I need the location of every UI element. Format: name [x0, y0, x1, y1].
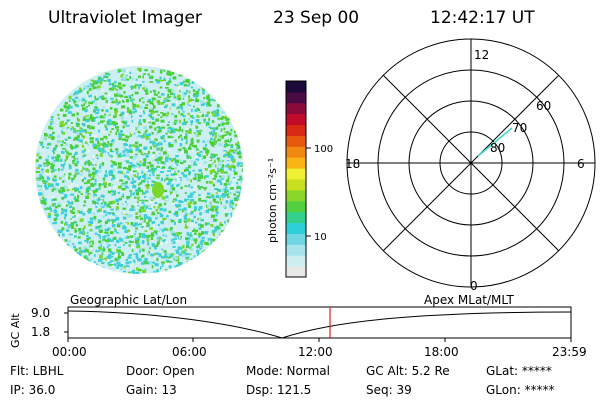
colorbar-segment	[286, 124, 306, 136]
lat-label-60: 60	[536, 99, 551, 113]
colorbar-segment	[286, 266, 306, 278]
colorbar-label-100: 100	[314, 144, 333, 155]
filter-info: Flt: LBHL	[10, 364, 64, 378]
colorbar-segment	[286, 102, 306, 115]
colorbar-segment	[286, 222, 306, 234]
colorbar-unit-label: photon cm⁻²s⁻¹	[266, 157, 279, 243]
colorbar-segment	[286, 255, 306, 267]
polar-noon-trace	[477, 127, 513, 157]
gc-alt-axis-label: GC Alt	[9, 313, 22, 348]
colorbar-segment	[286, 200, 306, 213]
polar-diagonal-2	[382, 74, 560, 252]
ip-info: IP: 36.0	[10, 383, 56, 397]
colorbar-segment	[286, 81, 306, 93]
tick-0600: 06:00	[172, 345, 207, 359]
mlt-label-12: 12	[474, 48, 489, 62]
geographic-label: Geographic Lat/Lon	[70, 293, 188, 307]
image-time: 12:42:17 UT	[430, 8, 535, 28]
glat-info: GLat: *****	[486, 364, 552, 378]
tick-0000: 00:00	[52, 345, 87, 359]
colorbar-frame	[285, 80, 307, 278]
colorbar	[286, 81, 306, 278]
mlt-label-6: 6	[577, 157, 585, 171]
colorbar-segment	[286, 233, 306, 245]
colorbar-segment	[286, 179, 306, 191]
colorbar-segment	[286, 244, 306, 256]
altitude-curve	[67, 310, 572, 339]
uv-earth-disk	[35, 66, 243, 274]
timeline-plot	[64, 306, 572, 342]
colorbar-segment	[286, 157, 306, 169]
mode-info: Mode: Normal	[246, 364, 330, 378]
polar-labels: 12 18 6 0 60 70 80	[345, 48, 585, 293]
mlt-label-18: 18	[345, 157, 360, 171]
gain-info: Gain: 13	[126, 383, 177, 397]
colorbar-segment	[286, 135, 306, 147]
colorbar-segment	[286, 168, 306, 180]
colorbar-segment	[286, 189, 306, 202]
dsp-info: Dsp: 121.5	[246, 383, 312, 397]
lat-label-80: 80	[490, 141, 505, 155]
apex-label: Apex MLat/MLT	[424, 293, 514, 307]
polar-grid	[346, 38, 596, 288]
tick-1800: 18:00	[424, 345, 459, 359]
colorbar-segment	[286, 113, 306, 126]
door-info: Door: Open	[126, 364, 195, 378]
instrument-title: Ultraviolet Imager	[48, 8, 202, 28]
tick-2359: 23:59	[552, 345, 587, 359]
gc-alt-info: GC Alt: 5.2 Re	[366, 364, 450, 378]
tick-1200: 12:00	[298, 345, 333, 359]
glon-info: GLon: *****	[486, 383, 555, 397]
mlt-label-0: 0	[470, 279, 478, 293]
colorbar-label-10: 10	[314, 232, 327, 243]
image-date: 23 Sep 00	[273, 8, 360, 28]
colorbar-segment	[286, 146, 306, 158]
alt-max-label: 9.0	[31, 306, 51, 320]
timeline-frame	[67, 306, 572, 339]
colorbar-segment	[286, 91, 306, 104]
seq-info: Seq: 39	[366, 383, 412, 397]
alt-min-label: 1.8	[31, 325, 51, 339]
lat-label-70: 70	[512, 121, 527, 135]
colorbar-segment	[286, 211, 306, 224]
